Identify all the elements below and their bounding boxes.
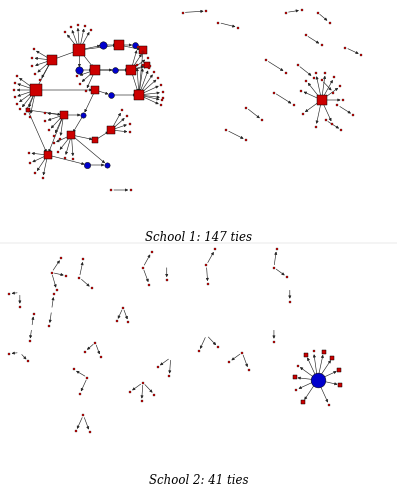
Text: School 2: 41 ties: School 2: 41 ties (149, 474, 248, 488)
Text: School 1: 147 ties: School 1: 147 ties (145, 231, 252, 244)
